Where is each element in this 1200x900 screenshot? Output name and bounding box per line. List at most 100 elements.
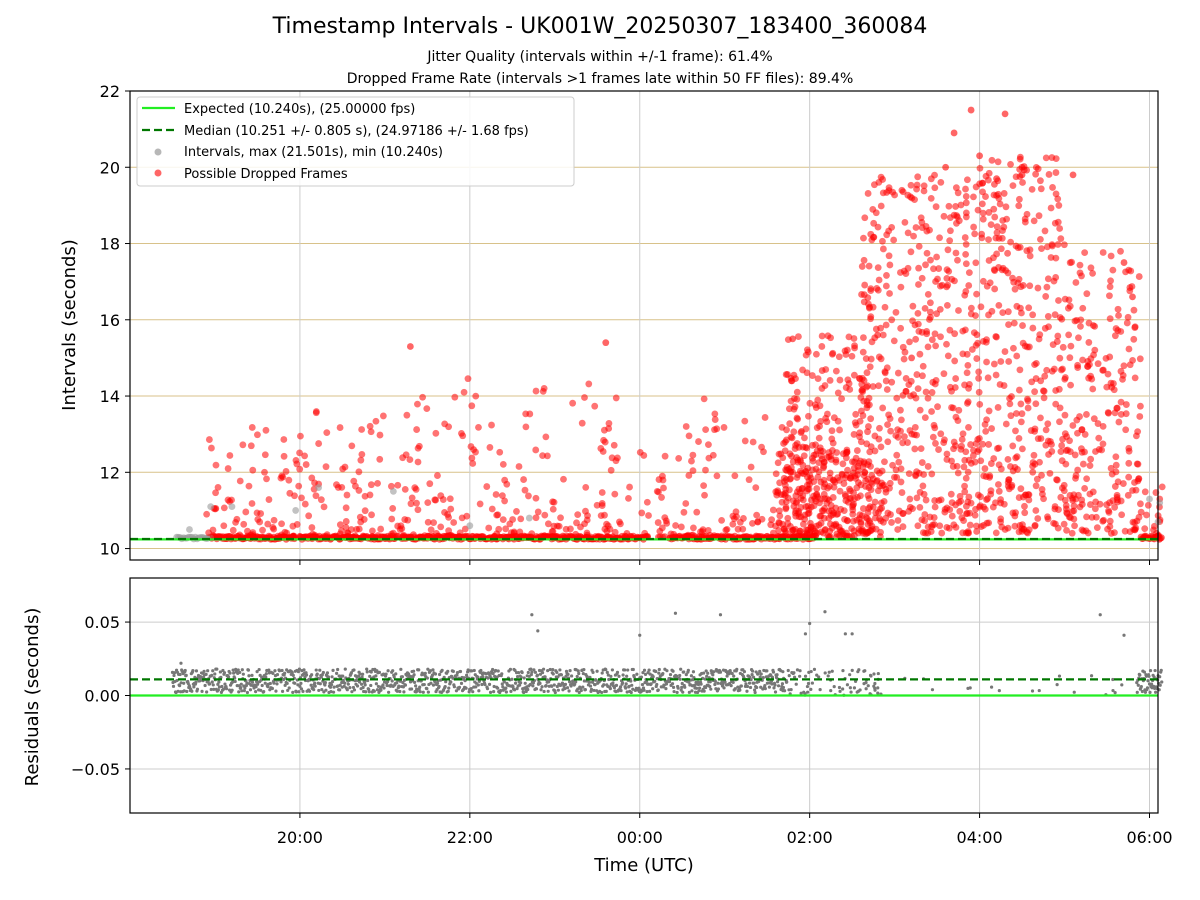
dropped-frame-point	[704, 526, 712, 534]
dropped-frame-point	[869, 383, 877, 390]
dropped-frame-point	[643, 498, 651, 506]
dropped-frame-point	[885, 252, 893, 260]
residual-point	[1146, 679, 1150, 683]
residual-point	[384, 672, 388, 676]
dropped-frame-point	[943, 523, 951, 531]
dropped-frame-point	[532, 514, 540, 522]
dropped-frame-point	[660, 484, 667, 492]
dropped-frame-point	[498, 492, 506, 500]
dropped-frame-point	[451, 393, 459, 401]
dropped-frame-point	[977, 457, 985, 465]
residual-point	[182, 689, 186, 693]
dropped-frame-point	[1007, 238, 1014, 246]
residual-point	[1160, 680, 1164, 684]
dropped-frame-point	[860, 334, 867, 341]
dropped-frame-point	[970, 446, 977, 454]
dropped-frame-point	[460, 388, 468, 396]
residual-point	[668, 673, 673, 677]
residual-point	[324, 688, 328, 692]
residual-point	[1158, 683, 1162, 687]
dropped-frame-point	[685, 472, 693, 479]
dropped-frame-point	[906, 338, 913, 346]
dropped-frame-point	[986, 279, 994, 287]
residual-point	[285, 681, 289, 686]
dropped-frame-point	[685, 432, 693, 440]
residual-point	[244, 683, 248, 688]
x-tick-label: 20:00	[277, 828, 323, 847]
residual-point	[620, 681, 625, 685]
residual-point	[752, 681, 756, 685]
residual-point	[670, 682, 675, 686]
dropped-frame-point	[741, 417, 749, 425]
dropped-frame-point	[931, 184, 939, 192]
dropped-frame-point	[799, 366, 806, 374]
dropped-frame-point	[376, 431, 384, 439]
residual-point	[423, 671, 427, 675]
bottom-y-ticks: −0.050.000.05	[71, 613, 130, 779]
dropped-frame-point	[593, 501, 601, 509]
residual-point	[481, 675, 485, 679]
residual-point	[588, 684, 593, 688]
dropped-frame-point	[916, 503, 924, 511]
dropped-frame-point	[874, 264, 882, 272]
residual-point	[619, 689, 623, 693]
dropped-frame-point	[1011, 285, 1019, 293]
residual-point	[520, 670, 524, 675]
residual-point	[763, 686, 767, 691]
residual-point	[184, 673, 188, 677]
jitter-quality-subtitle: Jitter Quality (intervals within +/-1 fr…	[427, 49, 773, 65]
residual-point	[848, 686, 852, 690]
dropped-frame-point	[926, 308, 934, 316]
dropped-frame-point	[849, 517, 857, 525]
dropped-frame-point	[992, 333, 1000, 340]
dropped-frame-point	[801, 515, 809, 523]
residual-point	[297, 690, 301, 694]
dropped-frame-point	[931, 330, 939, 338]
dropped-frame-point	[602, 339, 610, 347]
dropped-frame-point	[999, 217, 1007, 224]
dropped-frame-point	[1009, 182, 1017, 190]
dropped-frame-point	[1050, 277, 1058, 285]
dropped-frame-point	[1034, 515, 1042, 522]
residual-point	[536, 629, 540, 633]
residual-point	[363, 683, 367, 687]
dropped-frame-point	[698, 528, 706, 535]
dropped-frame-point	[873, 477, 881, 484]
dropped-frame-point	[1009, 442, 1017, 450]
dropped-frame-point	[932, 278, 939, 285]
dropped-frame-point	[921, 414, 929, 422]
residual-point	[463, 679, 467, 683]
dropped-frame-point	[406, 456, 414, 464]
dropped-frame-point	[932, 203, 940, 211]
dropped-frame-point	[1065, 331, 1073, 339]
dropped-frame-point	[1055, 297, 1062, 304]
residual-point	[667, 680, 672, 684]
dropped-frame-point	[336, 530, 344, 538]
residual-point	[487, 682, 492, 686]
dropped-frame-point	[962, 250, 970, 258]
residual-point	[798, 669, 802, 673]
dropped-frame-point	[1072, 474, 1079, 482]
residual-point	[532, 668, 536, 672]
residual-point	[182, 681, 186, 685]
dropped-frame-point	[1045, 171, 1053, 178]
residual-point	[697, 689, 701, 693]
residual-point	[543, 675, 547, 679]
dropped-frame-point	[870, 233, 878, 241]
residual-point	[631, 667, 635, 672]
dropped-frame-point	[851, 344, 858, 352]
dropped-frame-point	[320, 503, 328, 511]
residual-point	[863, 669, 867, 673]
residual-point	[361, 685, 365, 690]
residual-point	[748, 685, 753, 690]
residual-point	[565, 686, 570, 690]
dropped-frame-point	[967, 106, 975, 114]
dropped-frame-point	[867, 486, 875, 494]
dropped-frame-point	[894, 526, 902, 533]
residual-point	[254, 685, 258, 689]
dropped-frame-point	[598, 499, 606, 507]
dropped-frame-point	[521, 486, 529, 494]
legend-median-label: Median (10.251 +/- 0.805 s), (24.97186 +…	[184, 124, 529, 139]
residual-point	[606, 673, 610, 677]
residual-point	[808, 621, 812, 626]
